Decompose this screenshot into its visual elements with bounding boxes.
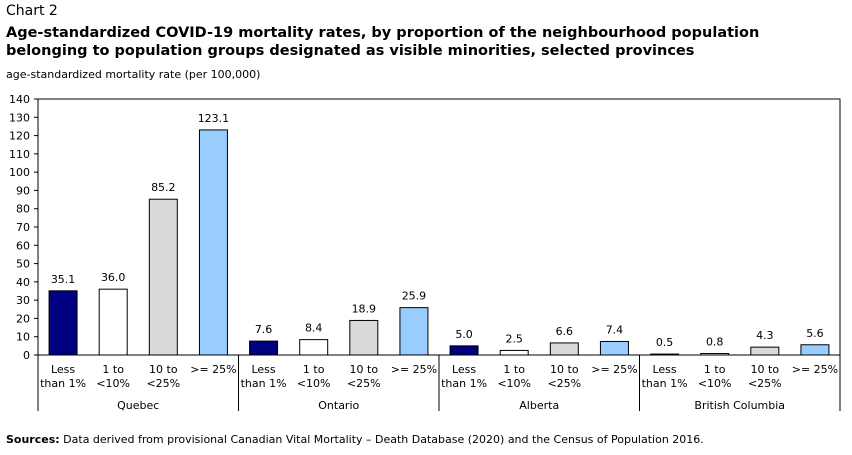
y-tick-label: 140 (9, 93, 30, 106)
x-tick-label: 10 to (350, 363, 379, 376)
sources-note: Sources: Data derived from provisional C… (6, 433, 704, 446)
bar (299, 339, 329, 356)
sources-text: Data derived from provisional Canadian V… (59, 433, 704, 446)
x-tick-label: >= 25% (591, 363, 637, 376)
chart-label: Chart 2 (6, 3, 58, 19)
bar (349, 319, 379, 356)
bar (148, 198, 178, 356)
data-label: 35.1 (51, 273, 76, 286)
bar (650, 353, 680, 356)
x-tick-label: <10% (497, 377, 531, 390)
bar (198, 129, 228, 356)
x-tick-label: <25% (748, 377, 782, 390)
group-label: British Columbia (694, 399, 785, 412)
data-label: 18.9 (352, 302, 377, 315)
y-axis-label: age-standardized mortality rate (per 100… (6, 68, 261, 81)
x-tick-label: 1 to (303, 363, 325, 376)
x-tick-label: >= 25% (792, 363, 838, 376)
chart-title-line-2: belonging to population groups designate… (6, 43, 695, 59)
chart-title-line-1: Age-standardized COVID-19 mortality rate… (6, 25, 760, 41)
x-tick-label: <10% (297, 377, 331, 390)
bar (800, 344, 830, 356)
x-tick-label: 10 to (751, 363, 780, 376)
data-label: 0.5 (656, 336, 674, 349)
chart-title: Age-standardized COVID-19 mortality rate… (6, 24, 846, 60)
data-label: 0.8 (706, 336, 724, 349)
data-label: 2.5 (505, 332, 523, 345)
bar (449, 345, 479, 356)
y-tick-label: 30 (16, 294, 30, 307)
bar (549, 342, 579, 356)
y-tick-label: 120 (9, 130, 30, 143)
x-tick-label: <10% (96, 377, 130, 390)
x-tick-label: 10 to (149, 363, 178, 376)
x-tick-label: Less (51, 363, 75, 376)
x-tick-label: 1 to (503, 363, 525, 376)
x-tick-label: >= 25% (190, 363, 236, 376)
data-label: 7.6 (255, 323, 273, 336)
data-label: 5.6 (806, 327, 824, 340)
y-tick-label: 50 (16, 258, 30, 271)
y-tick-label: 90 (16, 184, 30, 197)
data-label: 25.9 (402, 290, 427, 303)
sources-label: Sources: (6, 433, 60, 446)
y-tick-label: 110 (9, 148, 30, 161)
y-tick-label: 130 (9, 111, 30, 124)
x-tick-label: <25% (347, 377, 381, 390)
x-tick-label: <25% (547, 377, 581, 390)
x-tick-label: >= 25% (391, 363, 437, 376)
x-tick-label: 10 to (550, 363, 579, 376)
x-tick-label: 1 to (102, 363, 124, 376)
bar (700, 353, 730, 356)
bar (399, 307, 429, 356)
y-tick-label: 0 (23, 349, 30, 362)
bar (48, 290, 78, 356)
x-tick-label: Less (452, 363, 476, 376)
y-tick-label: 60 (16, 239, 30, 252)
x-tick-label: <25% (146, 377, 180, 390)
data-label: 4.3 (756, 329, 774, 342)
bar (750, 346, 780, 356)
data-label: 85.2 (151, 181, 176, 194)
bar (599, 340, 629, 356)
data-label: 36.0 (101, 271, 126, 284)
data-label: 5.0 (455, 328, 473, 341)
group-label: Ontario (318, 399, 359, 412)
x-tick-label: <10% (698, 377, 732, 390)
y-tick-label: 80 (16, 203, 30, 216)
x-tick-label: than 1% (241, 377, 287, 390)
x-tick-label: Less (652, 363, 676, 376)
data-label: 6.6 (556, 325, 574, 338)
data-label: 7.4 (606, 323, 624, 336)
bar (499, 349, 529, 356)
data-label: 8.4 (305, 322, 323, 335)
data-label: 123.1 (198, 112, 230, 125)
y-tick-label: 100 (9, 166, 30, 179)
x-tick-label: than 1% (642, 377, 688, 390)
bar (98, 288, 128, 356)
y-tick-label: 40 (16, 276, 30, 289)
group-label: Quebec (117, 399, 159, 412)
x-tick-label: than 1% (441, 377, 487, 390)
bar (249, 340, 279, 356)
x-tick-label: Less (251, 363, 275, 376)
x-tick-label: than 1% (40, 377, 86, 390)
y-tick-label: 10 (16, 331, 30, 344)
x-tick-label: 1 to (704, 363, 726, 376)
y-tick-label: 70 (16, 221, 30, 234)
y-tick-label: 20 (16, 312, 30, 325)
group-label: Alberta (519, 399, 559, 412)
